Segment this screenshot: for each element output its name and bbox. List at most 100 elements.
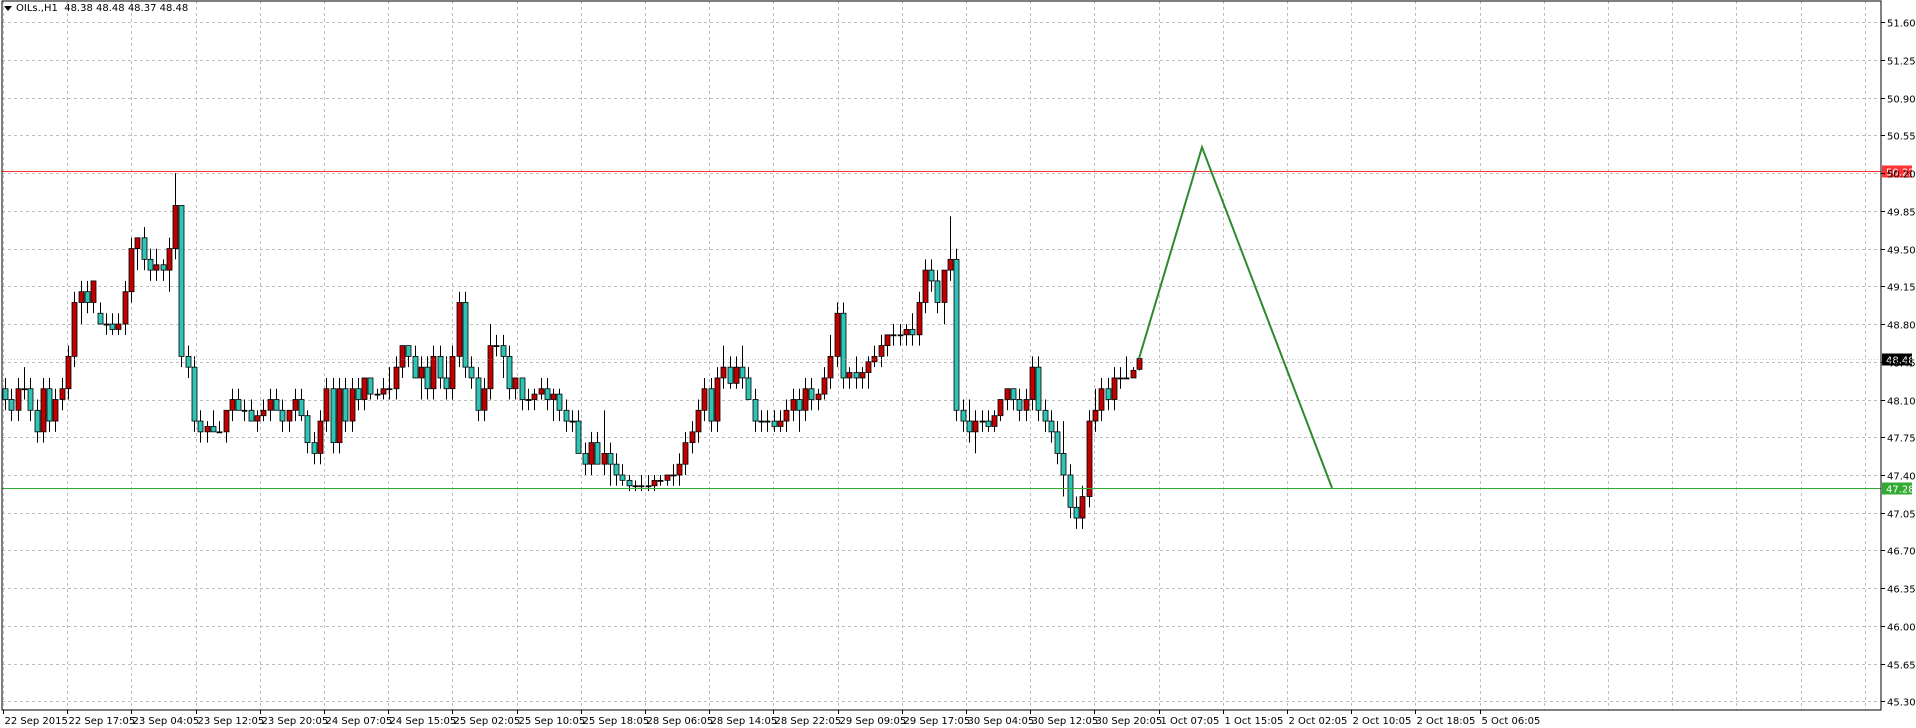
candle-body: [626, 479, 633, 487]
candle-body: [487, 345, 494, 390]
candle-body: [160, 264, 167, 271]
candle-body: [771, 420, 778, 427]
candle-body: [853, 372, 860, 379]
candle-body: [493, 345, 500, 348]
y-tick-label: 46.00: [1887, 623, 1916, 634]
candle-body: [972, 420, 979, 433]
candle-body: [147, 258, 154, 271]
candle-body: [380, 388, 387, 395]
candle-body: [985, 420, 992, 427]
ohlc-values: 48.38 48.48 48.37 48.48: [64, 3, 189, 14]
candle-body: [1004, 388, 1011, 400]
candle-body: [758, 420, 765, 423]
x-tick-label: 30 Sep 04:05: [968, 716, 1035, 727]
candle-body: [456, 302, 463, 357]
candle-body: [393, 366, 400, 390]
candle-body: [512, 377, 519, 390]
candle-body: [97, 312, 104, 325]
candle-body: [607, 453, 614, 465]
candle-body: [1130, 369, 1137, 379]
x-tick-label: 24 Sep 15:05: [390, 716, 457, 727]
candle-body: [430, 355, 437, 390]
x-tick-label: 1 Oct 07:05: [1161, 716, 1220, 727]
grid: [2, 1, 1881, 710]
candle-body: [827, 355, 834, 379]
candle-body: [260, 409, 267, 417]
levels[interactable]: 50.22 48.48 47.28: [2, 165, 1915, 496]
candle-body: [449, 355, 456, 390]
candle-body: [878, 345, 885, 357]
candle-body: [903, 329, 910, 336]
y-tick-label: 50.20: [1887, 170, 1916, 181]
candle-body: [405, 345, 412, 357]
projection-line[interactable]: [1138, 144, 1333, 489]
candle-body: [815, 393, 822, 400]
dropdown-triangle-icon[interactable]: [4, 5, 12, 11]
y-tick-label: 50.90: [1887, 95, 1916, 106]
candle-body: [884, 334, 891, 347]
y-tick-label: 47.75: [1887, 434, 1916, 445]
x-tick-label: 29 Sep 17:05: [904, 716, 971, 727]
candle-body: [128, 248, 135, 293]
x-tick-label: 22 Sep 17:05: [69, 716, 136, 727]
candle-body: [651, 479, 658, 487]
candle-body: [437, 355, 444, 379]
candle-body: [821, 377, 828, 395]
y-tick-label: 50.55: [1887, 132, 1916, 143]
y-tick-label: 47.40: [1887, 472, 1916, 483]
candle-body: [1123, 377, 1130, 380]
candle-body: [695, 409, 702, 433]
candle-body: [15, 388, 22, 411]
candle-body: [701, 388, 708, 411]
candle-body: [424, 366, 431, 390]
candle-body: [859, 372, 866, 379]
candle-body: [84, 291, 91, 303]
candle-body: [708, 388, 715, 422]
candle-body: [59, 388, 66, 400]
y-tick-label: 48.80: [1887, 321, 1916, 332]
x-tick-label: 23 Sep 04:05: [133, 716, 200, 727]
candle-body: [361, 377, 368, 400]
candle-body: [563, 409, 570, 422]
candle-body: [103, 323, 110, 326]
candle-body: [632, 485, 639, 488]
current-price-label: 48.48: [1886, 356, 1915, 367]
candle-body: [8, 399, 15, 411]
candle-body: [197, 420, 204, 433]
plot-frame: [1, 0, 1882, 711]
candle-body: [720, 366, 727, 379]
candle-body: [330, 388, 337, 444]
candle-body: [638, 485, 645, 488]
x-tick-label: 25 Sep 18:05: [583, 716, 650, 727]
candle-body: [1111, 377, 1118, 400]
candle-body: [657, 479, 664, 482]
candle-body: [153, 264, 160, 271]
candle-body: [304, 415, 311, 444]
candle-body: [519, 377, 526, 400]
candle-body: [468, 366, 475, 379]
candle-body: [538, 388, 545, 395]
candle-body: [349, 388, 356, 422]
x-tick-label: 2 Oct 02:05: [1289, 716, 1348, 727]
candle-body: [462, 302, 469, 368]
y-tick-label: 45.65: [1887, 661, 1916, 672]
candle-body: [418, 366, 425, 379]
candle-body: [531, 393, 538, 400]
candle-body: [317, 420, 324, 454]
candle-body: [909, 329, 916, 336]
candle-body: [865, 361, 872, 373]
candle-body: [979, 420, 986, 423]
candle-body: [1054, 431, 1061, 454]
candle-body: [727, 366, 734, 384]
candle-body: [475, 377, 482, 411]
candle-body: [960, 409, 967, 422]
candle-body: [336, 388, 343, 444]
x-tick-label: 5 Oct 06:05: [1482, 716, 1541, 727]
candle-body: [52, 399, 59, 422]
candle-body: [733, 366, 740, 384]
candle-body: [783, 409, 790, 422]
candle-body: [279, 409, 286, 422]
